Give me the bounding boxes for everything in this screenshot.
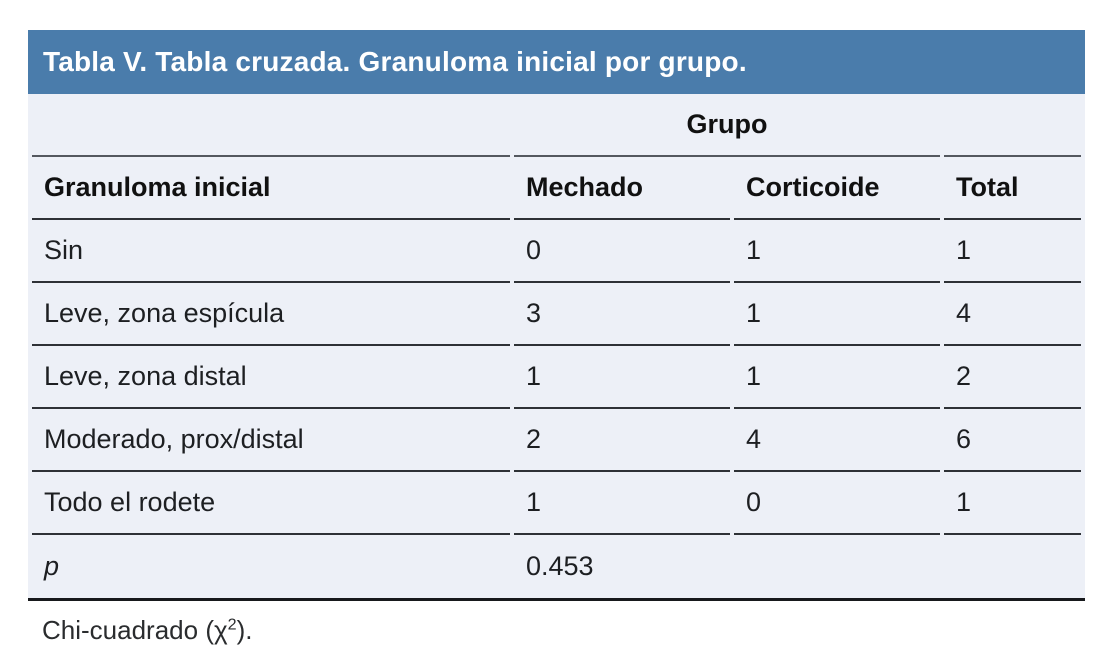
column-header-row: Granuloma inicial Mechado Corticoide Tot… <box>32 157 1081 220</box>
cell-mechado: 0 <box>514 220 730 283</box>
cell-total: 6 <box>944 409 1081 472</box>
table-row-todo-el-rodete: Todo el rodete 1 0 1 <box>32 472 1081 535</box>
table-title: Tabla V. Tabla cruzada. Granuloma inicia… <box>43 46 747 77</box>
column-header-total: Total <box>944 157 1081 220</box>
table-figure: Tabla V. Tabla cruzada. Granuloma inicia… <box>28 30 1085 646</box>
column-header-corticoide: Corticoide <box>734 157 940 220</box>
footnote-text: Chi-cuadrado (χ <box>42 615 228 645</box>
cell-mechado: 1 <box>514 472 730 535</box>
row-label: Leve, zona espícula <box>32 283 510 346</box>
group-row-spacer <box>944 94 1081 157</box>
footnote-suffix: ). <box>236 615 253 645</box>
cell-corticoide: 0 <box>734 472 940 535</box>
crosstab-table: Grupo Granuloma inicial Mechado Corticoi… <box>28 94 1085 598</box>
cell-total: 1 <box>944 472 1081 535</box>
table-row-sin: Sin 0 1 1 <box>32 220 1081 283</box>
footnote-superscript: 2 <box>227 615 237 634</box>
table-row-leve-distal: Leve, zona distal 1 1 2 <box>32 346 1081 409</box>
cell-mechado: 1 <box>514 346 730 409</box>
table-footnote: Chi-cuadrado (χ2). <box>42 615 1085 646</box>
cell-total: 2 <box>944 346 1081 409</box>
cell-total: 1 <box>944 220 1081 283</box>
cell-mechado: 3 <box>514 283 730 346</box>
row-label: Moderado, prox/distal <box>32 409 510 472</box>
table-row-leve-espicula: Leve, zona espícula 3 1 4 <box>32 283 1081 346</box>
cell-corticoide: 1 <box>734 220 940 283</box>
cell-corticoide: 1 <box>734 346 940 409</box>
p-value: 0.453 <box>526 551 594 581</box>
p-row-spacer <box>944 535 1081 598</box>
column-header-granuloma-inicial: Granuloma inicial <box>32 157 510 220</box>
cell-total: 4 <box>944 283 1081 346</box>
p-value-row: p 0.453 <box>32 535 1081 598</box>
column-header-mechado: Mechado <box>514 157 730 220</box>
cell-corticoide: 1 <box>734 283 940 346</box>
table-title-bar: Tabla V. Tabla cruzada. Granuloma inicia… <box>28 30 1085 94</box>
group-header-row: Grupo <box>32 94 1081 157</box>
cell-mechado: 2 <box>514 409 730 472</box>
group-row-spacer <box>32 94 510 157</box>
group-header: Grupo <box>514 94 940 157</box>
table-row-moderado: Moderado, prox/distal 2 4 6 <box>32 409 1081 472</box>
row-label: Leve, zona distal <box>32 346 510 409</box>
cell-corticoide: 4 <box>734 409 940 472</box>
p-row-spacer <box>734 535 940 598</box>
table-body-wrap: Grupo Granuloma inicial Mechado Corticoi… <box>28 94 1085 601</box>
p-label: p <box>44 551 60 581</box>
row-label: Sin <box>32 220 510 283</box>
row-label: Todo el rodete <box>32 472 510 535</box>
